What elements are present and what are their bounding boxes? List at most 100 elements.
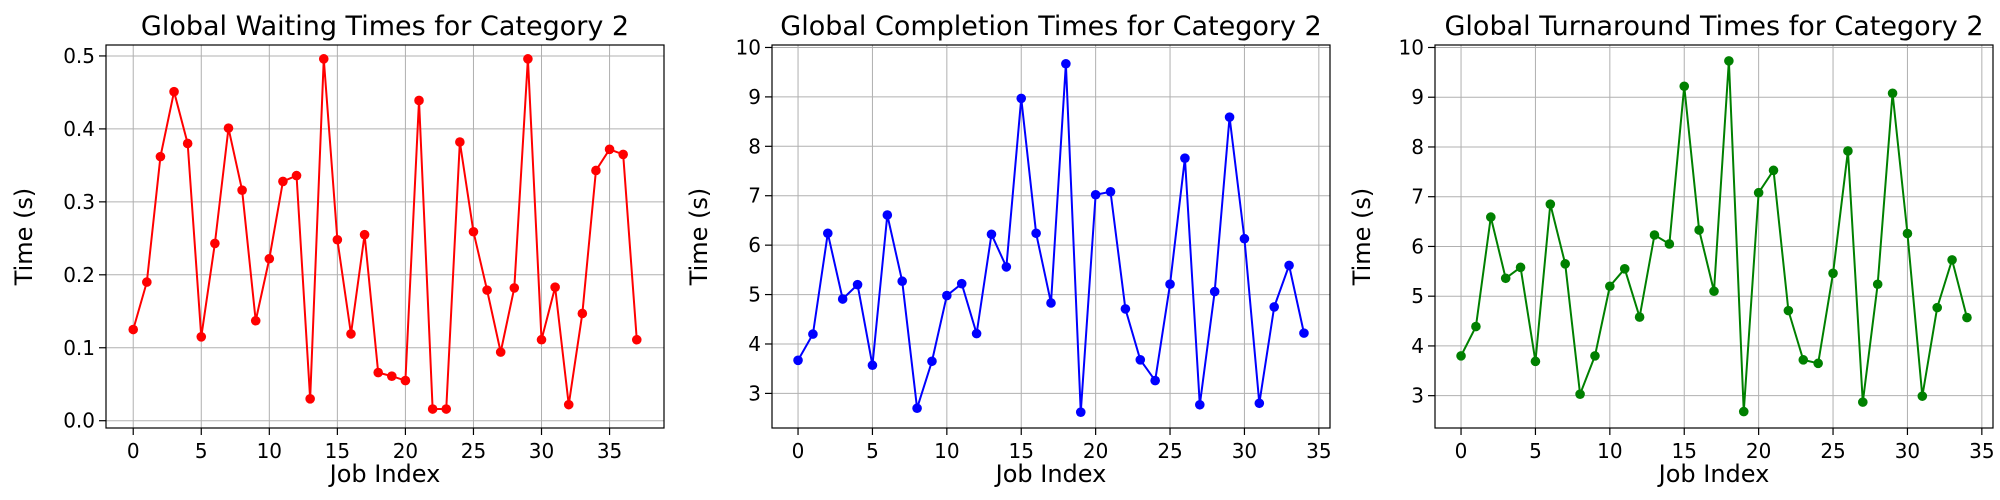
data-point (1165, 279, 1175, 289)
y-tick-label: 9 (1411, 85, 1424, 109)
data-point (291, 170, 302, 181)
data-point (359, 229, 370, 240)
y-tick-label: 7 (748, 184, 761, 208)
data-point (971, 328, 982, 339)
data-point (1962, 312, 1972, 323)
data-point (618, 149, 628, 160)
y-axis-label: Time (s) (10, 188, 38, 287)
data-point (823, 228, 833, 239)
chart-title: Global Turnaround Times for Category 2 (1445, 11, 1984, 42)
data-point (808, 329, 818, 339)
data-point (1694, 225, 1704, 235)
data-point (897, 276, 907, 287)
data-point (1843, 146, 1853, 156)
data-point (1471, 321, 1481, 332)
data-point (373, 367, 383, 378)
data-point (852, 279, 863, 290)
x-tick-label: 35 (1969, 439, 1994, 463)
x-tick-label: 30 (1895, 439, 1920, 463)
x-tick-label: 25 (1820, 439, 1845, 463)
data-point (1299, 328, 1309, 338)
x-axis-label: Job Index (328, 460, 441, 488)
y-axis-label: Time (s) (1348, 188, 1376, 287)
data-point (1649, 230, 1660, 240)
data-point (346, 329, 356, 339)
data-point (1753, 187, 1764, 198)
y-tick-label: 4 (748, 332, 761, 356)
data-point (414, 95, 424, 106)
x-tick-label: 35 (597, 439, 622, 463)
data-point (631, 334, 642, 345)
y-axis-label: Time (s) (685, 188, 713, 287)
data-point (1486, 212, 1496, 222)
data-point (1545, 199, 1556, 209)
y-tick-label: 0.4 (63, 117, 95, 141)
data-point (1724, 56, 1734, 66)
data-point (942, 290, 952, 301)
data-point (250, 315, 261, 326)
x-tick-label: 5 (866, 439, 879, 463)
data-point (223, 123, 234, 133)
y-tick-label: 0.5 (63, 44, 95, 68)
y-tick-label: 8 (748, 134, 761, 158)
data-point (509, 283, 520, 293)
plot-frame (1434, 44, 1994, 429)
data-point (591, 165, 601, 176)
data-point (1284, 260, 1294, 271)
x-tick-label: 15 (1009, 439, 1034, 463)
data-point (1560, 259, 1570, 269)
plot-frame (105, 44, 665, 429)
y-tick-label: 3 (748, 381, 761, 405)
data-point (1046, 298, 1056, 308)
data-point (1872, 279, 1883, 290)
y-tick-label: 9 (748, 85, 761, 109)
x-tick-label: 0 (792, 439, 805, 463)
data-point (1590, 351, 1600, 361)
series-line (132, 58, 638, 411)
data-point (332, 234, 343, 245)
data-point (867, 360, 878, 371)
data-point (169, 86, 179, 97)
data-point (563, 399, 574, 410)
data-point (1515, 262, 1526, 273)
data-point (1858, 397, 1868, 407)
data-point (1090, 189, 1101, 200)
data-point (1783, 305, 1794, 316)
x-tick-label: 25 (461, 439, 486, 463)
data-point (927, 356, 937, 367)
data-point (1798, 355, 1809, 365)
x-tick-label: 5 (1529, 439, 1542, 463)
data-point (1768, 165, 1779, 176)
data-point (1828, 268, 1838, 279)
data-point (1932, 302, 1942, 313)
chart-panel-2: 0 5 10 15 20 25 30 35 3 4 5 6 7 8 9 10 Global Completion… (685, 11, 1332, 488)
x-tick-label: 10 (1597, 439, 1622, 463)
data-point (210, 238, 220, 249)
x-tick-label: 15 (1672, 439, 1697, 463)
data-point (182, 138, 193, 149)
chart-title: Global Waiting Times for Category 2 (141, 11, 629, 42)
data-point (1120, 304, 1131, 314)
y-tick-label: 8 (1411, 135, 1424, 159)
data-point (986, 229, 997, 240)
data-point (1679, 81, 1690, 92)
data-point (482, 285, 492, 295)
data-point (956, 278, 967, 289)
data-point (550, 282, 560, 293)
data-point (1530, 356, 1541, 367)
x-tick-label: 20 (1083, 439, 1108, 463)
x-tick-label: 10 (934, 439, 959, 463)
data-point (142, 277, 152, 287)
y-tick-label: 0.3 (63, 190, 95, 214)
data-point (1738, 406, 1749, 417)
x-tick-label: 20 (393, 439, 418, 463)
data-point (1150, 375, 1160, 386)
y-tick-label: 6 (1411, 234, 1424, 258)
data-point (1195, 399, 1205, 410)
y-tick-label: 3 (1411, 384, 1424, 408)
data-point (318, 54, 329, 64)
y-tick-label: 0.0 (63, 409, 95, 433)
data-point (468, 226, 479, 237)
x-axis-label: Job Index (1657, 460, 1770, 488)
